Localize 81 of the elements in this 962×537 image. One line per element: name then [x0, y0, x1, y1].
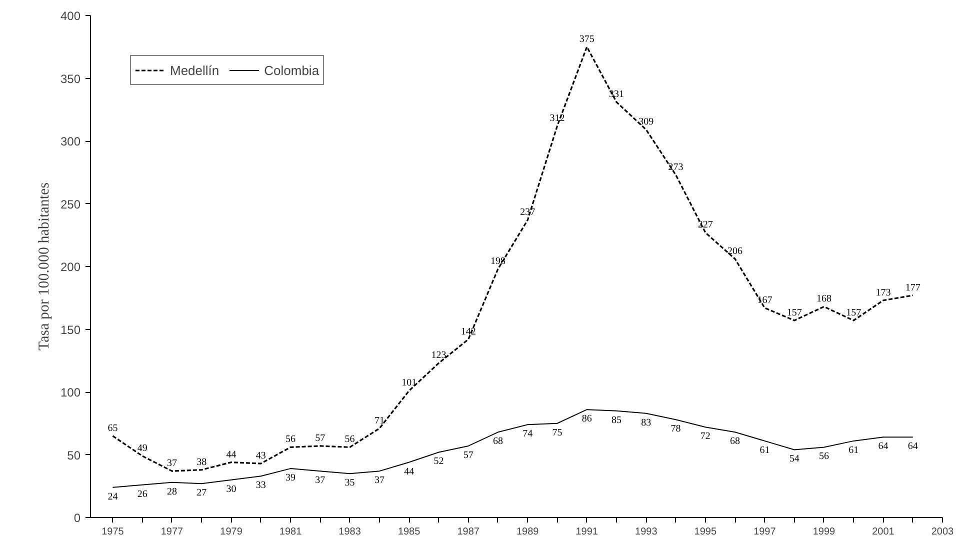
data-label: 78: [670, 424, 681, 435]
data-label: 142: [460, 326, 476, 338]
data-label: 49: [137, 443, 148, 454]
x-tick-label: 2003: [931, 526, 954, 537]
x-tick-label: 1987: [457, 526, 480, 537]
y-axis-title: Tasa por 100.000 habitantes: [36, 182, 52, 351]
data-label: 38: [196, 456, 207, 468]
data-label: 30: [226, 484, 236, 495]
data-label: 26: [137, 488, 148, 500]
data-label: 39: [286, 472, 296, 484]
data-label: 37: [315, 475, 326, 486]
legend-label: Medellín: [170, 62, 220, 78]
data-label: 68: [492, 436, 503, 448]
y-tick-label: 0: [74, 511, 81, 525]
y-tick-label: 300: [60, 134, 81, 148]
y-tick-label: 200: [60, 260, 81, 274]
data-label: 56: [286, 434, 296, 446]
data-label: 309: [638, 116, 654, 128]
data-label: 273: [668, 162, 684, 173]
data-label: 75: [552, 427, 562, 438]
data-label: 57: [315, 432, 326, 444]
data-label: 157: [786, 307, 802, 318]
data-label: 61: [848, 444, 859, 456]
x-tick-label: 1975: [102, 526, 124, 537]
data-label: 83: [641, 417, 652, 428]
data-label: 173: [876, 287, 891, 298]
data-label: 27: [196, 488, 207, 499]
x-tick-label: 1997: [754, 526, 776, 537]
x-tick-label: 1983: [338, 526, 362, 537]
y-tick-label: 400: [60, 9, 81, 23]
x-tick-label: 1977: [160, 526, 184, 537]
data-label: 72: [700, 431, 710, 442]
data-label: 28: [166, 486, 177, 498]
data-label: 312: [550, 112, 565, 124]
y-tick-label: 150: [60, 322, 81, 337]
data-label: 57: [463, 450, 474, 461]
x-tick-label: 1979: [220, 526, 243, 537]
x-tick-label: 1981: [279, 526, 302, 537]
data-label: 37: [374, 475, 384, 486]
data-label: 198: [490, 256, 506, 268]
data-label: 71: [374, 415, 384, 426]
data-label: 68: [730, 436, 740, 448]
data-label: 206: [728, 246, 743, 257]
data-label: 168: [816, 294, 832, 305]
data-label: 37: [166, 458, 177, 470]
data-label: 177: [905, 282, 920, 294]
data-label: 54: [789, 454, 800, 465]
data-label: 157: [846, 307, 862, 318]
x-tick-label: 1985: [398, 526, 421, 537]
data-label: 35: [344, 478, 355, 489]
data-label: 101: [402, 378, 417, 389]
legend-label: Colombia: [264, 62, 320, 78]
data-label: 44: [404, 466, 414, 478]
data-label: 123: [431, 350, 446, 362]
y-tick-label: 50: [67, 448, 81, 462]
data-label: 24: [108, 491, 118, 502]
x-tick-label: 1995: [694, 526, 717, 537]
x-tick-label: 1989: [516, 526, 540, 537]
data-label: 43: [256, 450, 266, 462]
data-label: 56: [344, 434, 355, 446]
data-label: 85: [612, 414, 622, 426]
data-label: 65: [108, 422, 118, 434]
data-label: 64: [908, 441, 918, 452]
x-tick-label: 2001: [872, 526, 895, 537]
y-tick-label: 100: [60, 386, 81, 400]
data-label: 64: [878, 441, 888, 452]
data-label: 86: [582, 414, 592, 425]
x-tick-label: 1999: [812, 526, 836, 537]
data-label: 56: [818, 451, 829, 462]
data-label: 44: [226, 449, 236, 460]
data-label: 375: [579, 34, 594, 45]
y-tick-label: 250: [60, 197, 81, 212]
data-label: 33: [256, 480, 266, 492]
data-label: 61: [760, 444, 770, 456]
x-tick-label: 1991: [576, 526, 598, 537]
data-label: 74: [522, 428, 533, 440]
y-tick-label: 350: [60, 72, 81, 86]
x-tick-label: 1993: [635, 526, 658, 537]
data-label: 227: [698, 220, 713, 231]
data-label: 52: [434, 456, 444, 468]
data-label: 331: [609, 89, 624, 100]
